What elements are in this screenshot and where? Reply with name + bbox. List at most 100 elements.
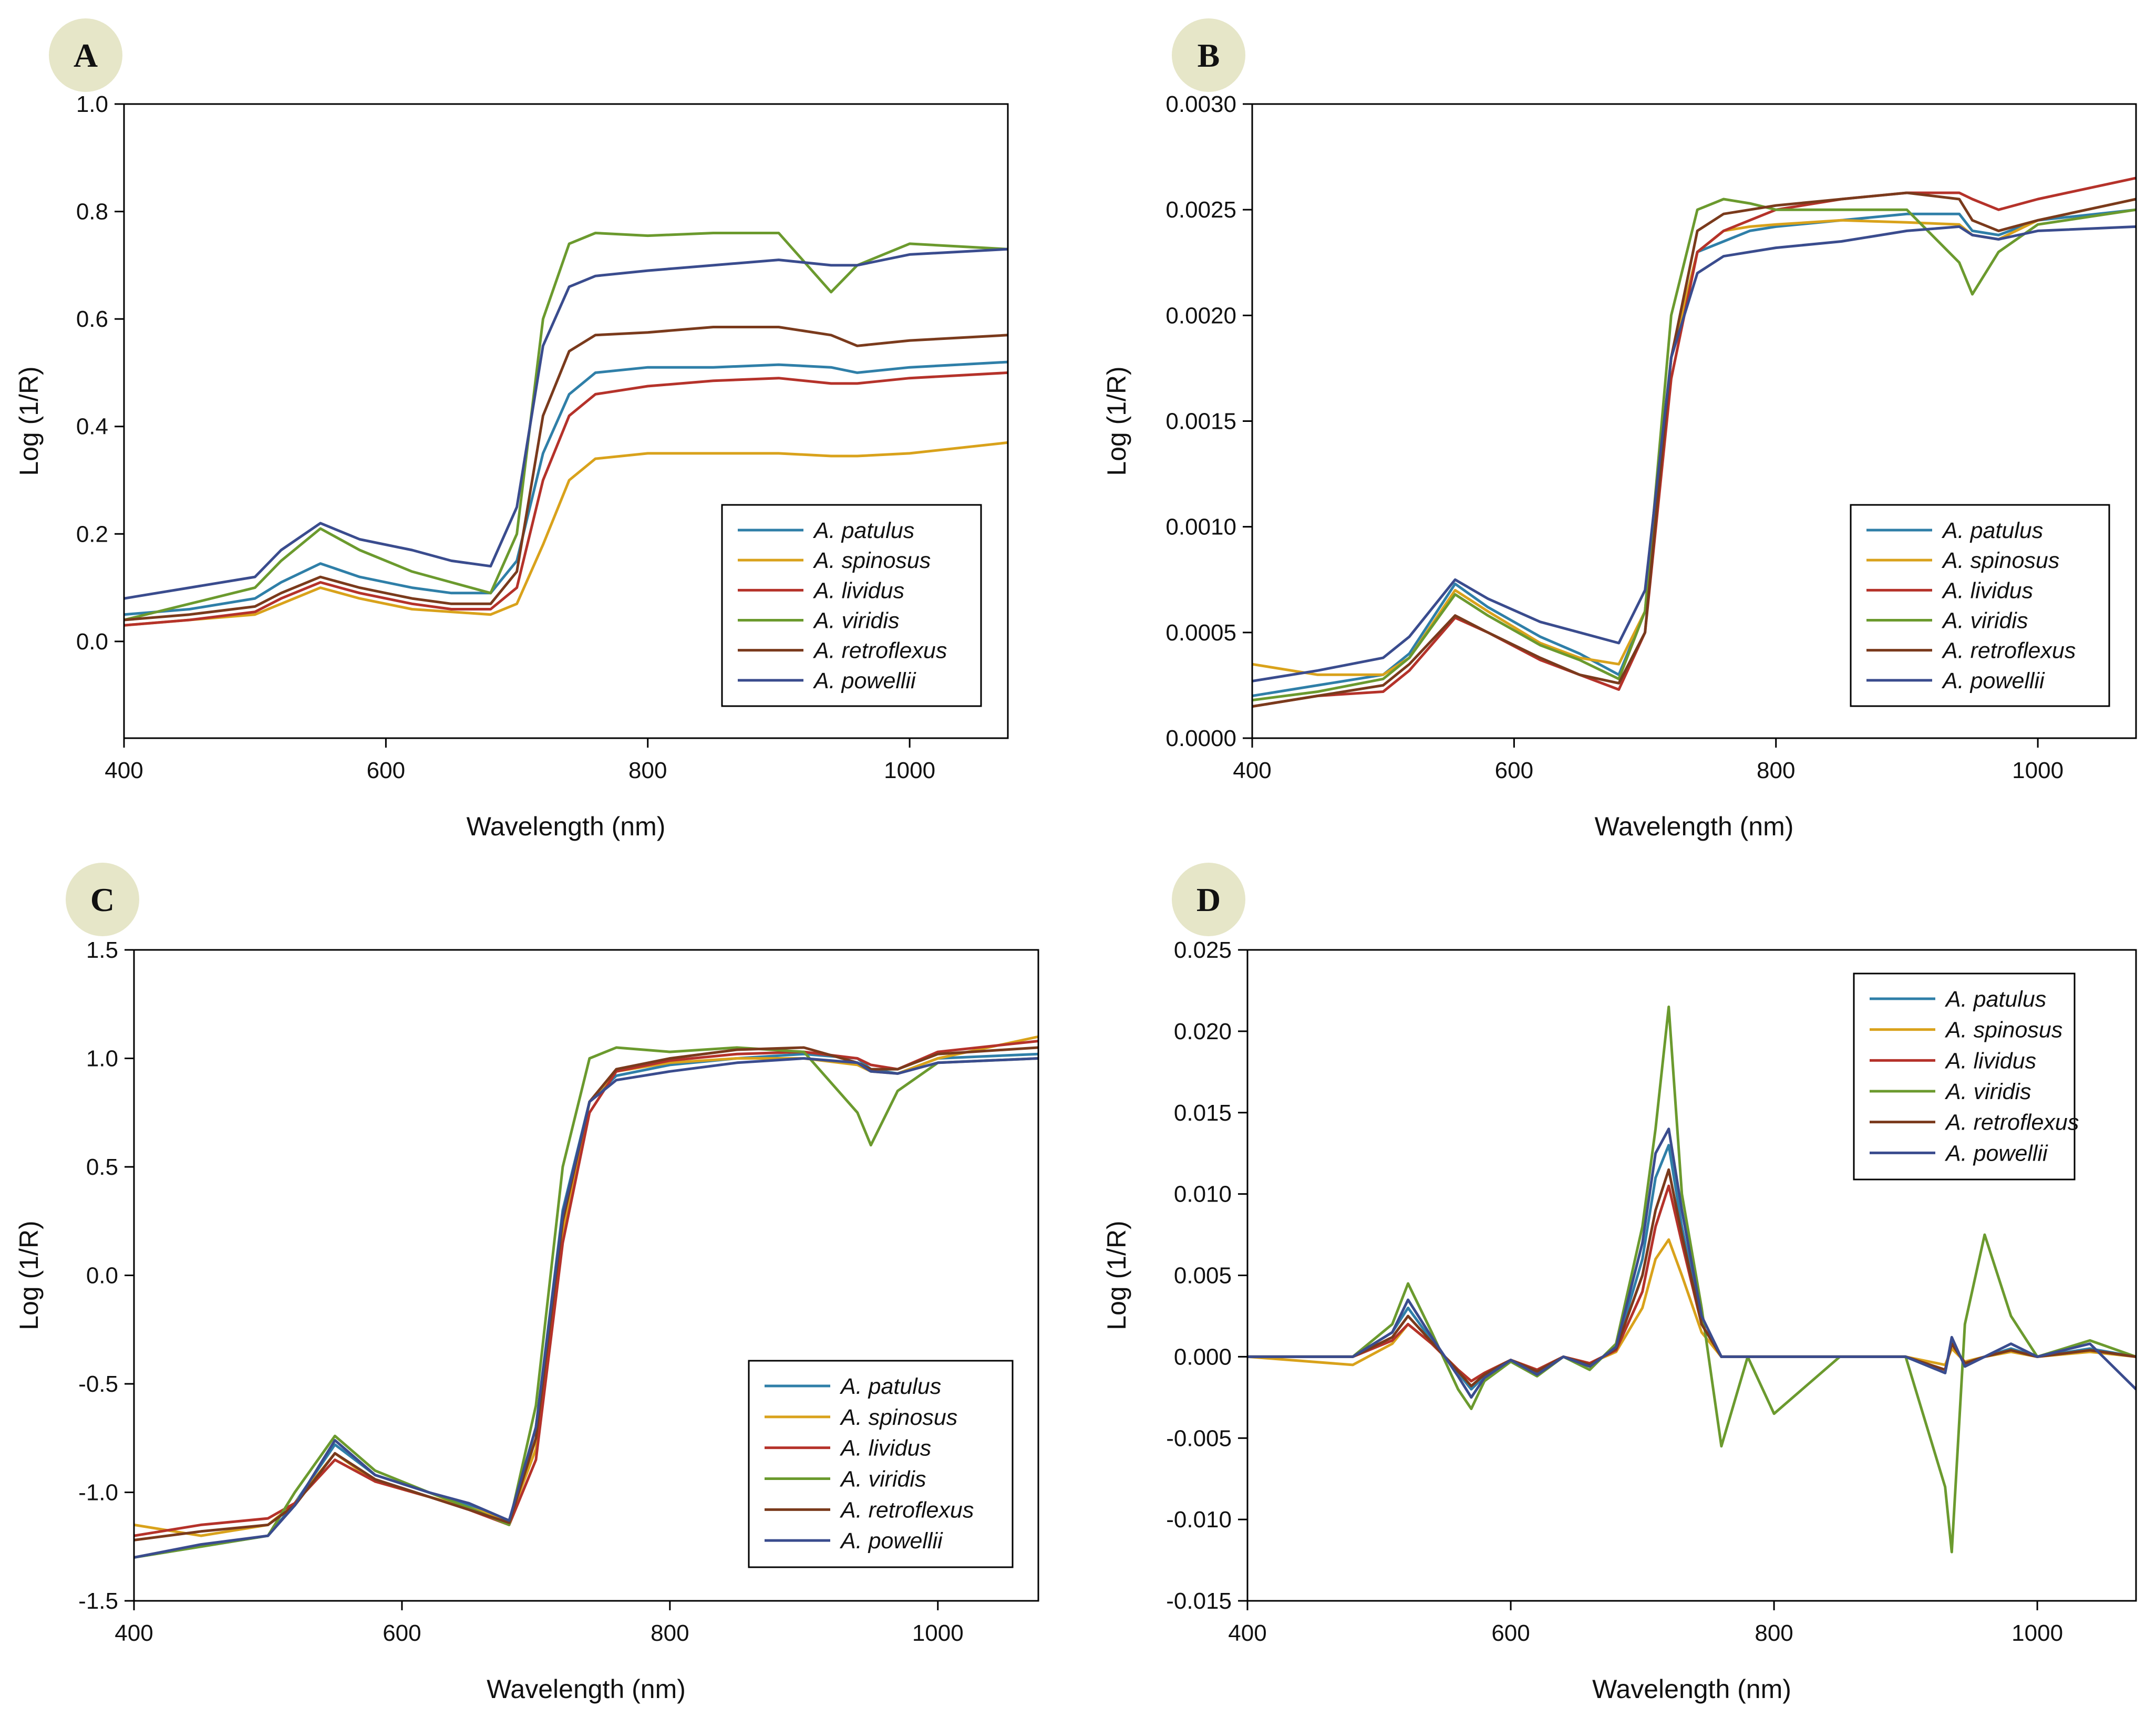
panel-letter: A xyxy=(74,37,98,74)
x-tick-label: 400 xyxy=(115,1620,153,1646)
series-line-retroflexus xyxy=(1247,1168,2136,1388)
legend-label: A. powellii xyxy=(1944,1141,2048,1166)
x-tick-label: 600 xyxy=(367,758,405,783)
y-tick-label: 0.020 xyxy=(1174,1019,1232,1044)
y-tick-label: 0.0030 xyxy=(1165,91,1236,117)
panel-letter: D xyxy=(1196,881,1221,918)
legend: A. patulus A. spinosus A. lividus A. viridi… xyxy=(721,504,982,707)
y-tick-label: 0.0010 xyxy=(1165,514,1236,540)
x-tick-label: 600 xyxy=(1495,758,1533,783)
y-tick-label: -1.5 xyxy=(78,1588,118,1614)
series-lines xyxy=(124,232,1008,627)
legend: A. patulus A. spinosus A. lividus A. viridi… xyxy=(748,1360,1014,1568)
x-axis-label: Wavelength (nm) xyxy=(1592,1674,1791,1704)
legend-label: A. spinosus xyxy=(1941,548,2059,573)
legend-label: A. retroflexus xyxy=(839,1497,974,1523)
y-axis-label: Log (1/R) xyxy=(14,1220,44,1330)
y-tick-label: 1.0 xyxy=(76,91,108,117)
legend-label: A. viridis xyxy=(839,1467,926,1492)
y-tick-label: -0.015 xyxy=(1166,1588,1232,1614)
y-axis-label: Log (1/R) xyxy=(14,366,44,475)
series-line-viridis xyxy=(134,1046,1038,1559)
legend-label: A. retroflexus xyxy=(1944,1110,2079,1135)
y-tick-label: -0.005 xyxy=(1166,1425,1232,1451)
legend-label: A. patulus xyxy=(839,1374,941,1399)
y-tick-label: 0.2 xyxy=(76,521,108,547)
y-tick-label: 0.0025 xyxy=(1165,197,1236,223)
panel-letter: C xyxy=(90,881,115,918)
panel-badge xyxy=(49,18,122,92)
y-tick-label: 0.0005 xyxy=(1165,620,1236,646)
legend: A. patulus A. spinosus A. lividus A. viridi… xyxy=(1850,504,2110,707)
x-tick-label: 1000 xyxy=(884,758,935,783)
panel-d: D 400 600 800 1000 -0.015 -0.010 -0.005 0.000 0.0… xyxy=(1102,863,2137,1704)
y-tick-label: 1.5 xyxy=(86,937,118,963)
panel-b: B 400 600 800 1000 0.0000 0.0005 0.0010 0.0015 0.… xyxy=(1102,18,2137,841)
series-line-powellii xyxy=(1252,225,2136,682)
legend-box xyxy=(1853,972,2076,1181)
legend: A. patulus A. spinosus A. lividus A. viridi… xyxy=(1853,972,2079,1181)
panel-badge xyxy=(1172,863,1245,936)
legend-label: A. retroflexus xyxy=(812,638,947,664)
legend-label: A. viridis xyxy=(1941,608,2028,634)
y-axis-label: Log (1/R) xyxy=(1102,366,1131,475)
y-tick-label: -1.0 xyxy=(78,1480,118,1506)
panel-badge xyxy=(1172,18,1245,92)
series-lines xyxy=(1247,1005,2136,1554)
x-tick-label: 400 xyxy=(1228,1620,1266,1646)
legend-label: A. powellii xyxy=(1941,668,2045,694)
x-tick-label: 1000 xyxy=(2012,758,2064,783)
legend-label: A. lividus xyxy=(1941,578,2033,603)
legend-box xyxy=(721,504,982,707)
series-line-retroflexus xyxy=(124,326,1008,622)
x-tick-label: 800 xyxy=(651,1620,689,1646)
legend-label: A. spinosus xyxy=(812,548,931,573)
y-tick-label: 0.010 xyxy=(1174,1182,1232,1207)
y-tick-label: -0.5 xyxy=(78,1371,118,1397)
legend-label: A. viridis xyxy=(1944,1079,2031,1104)
x-axis-label: Wavelength (nm) xyxy=(487,1674,686,1704)
panel-a: A 400 600 800 1000 0.0 0.2 0.4 0.6 0.8 1.0 Waveleng… xyxy=(14,18,1009,841)
series-line-viridis xyxy=(1247,1005,2136,1554)
legend-box xyxy=(1850,504,2110,707)
y-tick-label: 1.0 xyxy=(86,1046,118,1072)
legend-label: A. spinosus xyxy=(1944,1018,2062,1043)
series-line-patulus xyxy=(124,360,1008,616)
y-tick-label: 0.0020 xyxy=(1165,303,1236,328)
legend-label: A. retroflexus xyxy=(1941,638,2076,664)
x-axis-label: Wavelength (nm) xyxy=(467,812,666,841)
y-tick-label: 0.6 xyxy=(76,306,108,332)
legend-label: A. powellii xyxy=(839,1528,943,1554)
series-line-powellii xyxy=(1247,1127,2136,1399)
legend-label: A. lividus xyxy=(1944,1048,2036,1073)
y-tick-label: 0.0015 xyxy=(1165,409,1236,434)
y-tick-label: 0.025 xyxy=(1174,937,1232,963)
y-tick-label: 0.0000 xyxy=(1165,726,1236,751)
panel-c: C 400 600 800 1000 -1.5 -1.0 -0.5 0.0 0.5 1.0 1.5 Wa… xyxy=(14,863,1039,1704)
y-tick-label: 0.0 xyxy=(86,1263,118,1289)
x-tick-label: 1000 xyxy=(912,1620,964,1646)
legend-label: A. patulus xyxy=(1941,518,2043,543)
x-tick-label: 1000 xyxy=(2011,1620,2063,1646)
y-tick-label: 0.015 xyxy=(1174,1100,1232,1126)
legend-label: A. lividus xyxy=(812,578,904,603)
series-line-retroflexus xyxy=(1252,191,2136,708)
y-tick-label: 0.4 xyxy=(76,414,108,440)
panel-letter: B xyxy=(1198,37,1220,74)
plot-frame xyxy=(123,103,1009,739)
y-tick-label: 0.0 xyxy=(76,629,108,655)
x-axis-label: Wavelength (nm) xyxy=(1595,812,1794,841)
legend-label: A. spinosus xyxy=(839,1405,957,1430)
y-tick-label: 0.005 xyxy=(1174,1263,1232,1289)
y-tick-label: -0.010 xyxy=(1166,1507,1232,1533)
x-tick-label: 800 xyxy=(628,758,667,783)
series-lines xyxy=(134,1035,1038,1559)
series-line-spinosus xyxy=(124,441,1008,627)
legend-box xyxy=(748,1360,1014,1568)
series-line-powellii xyxy=(134,1057,1038,1559)
legend-label: A. patulus xyxy=(812,518,914,543)
series-lines xyxy=(1252,177,2136,708)
x-tick-label: 800 xyxy=(1755,1620,1793,1646)
legend-label: A. powellii xyxy=(812,668,916,694)
